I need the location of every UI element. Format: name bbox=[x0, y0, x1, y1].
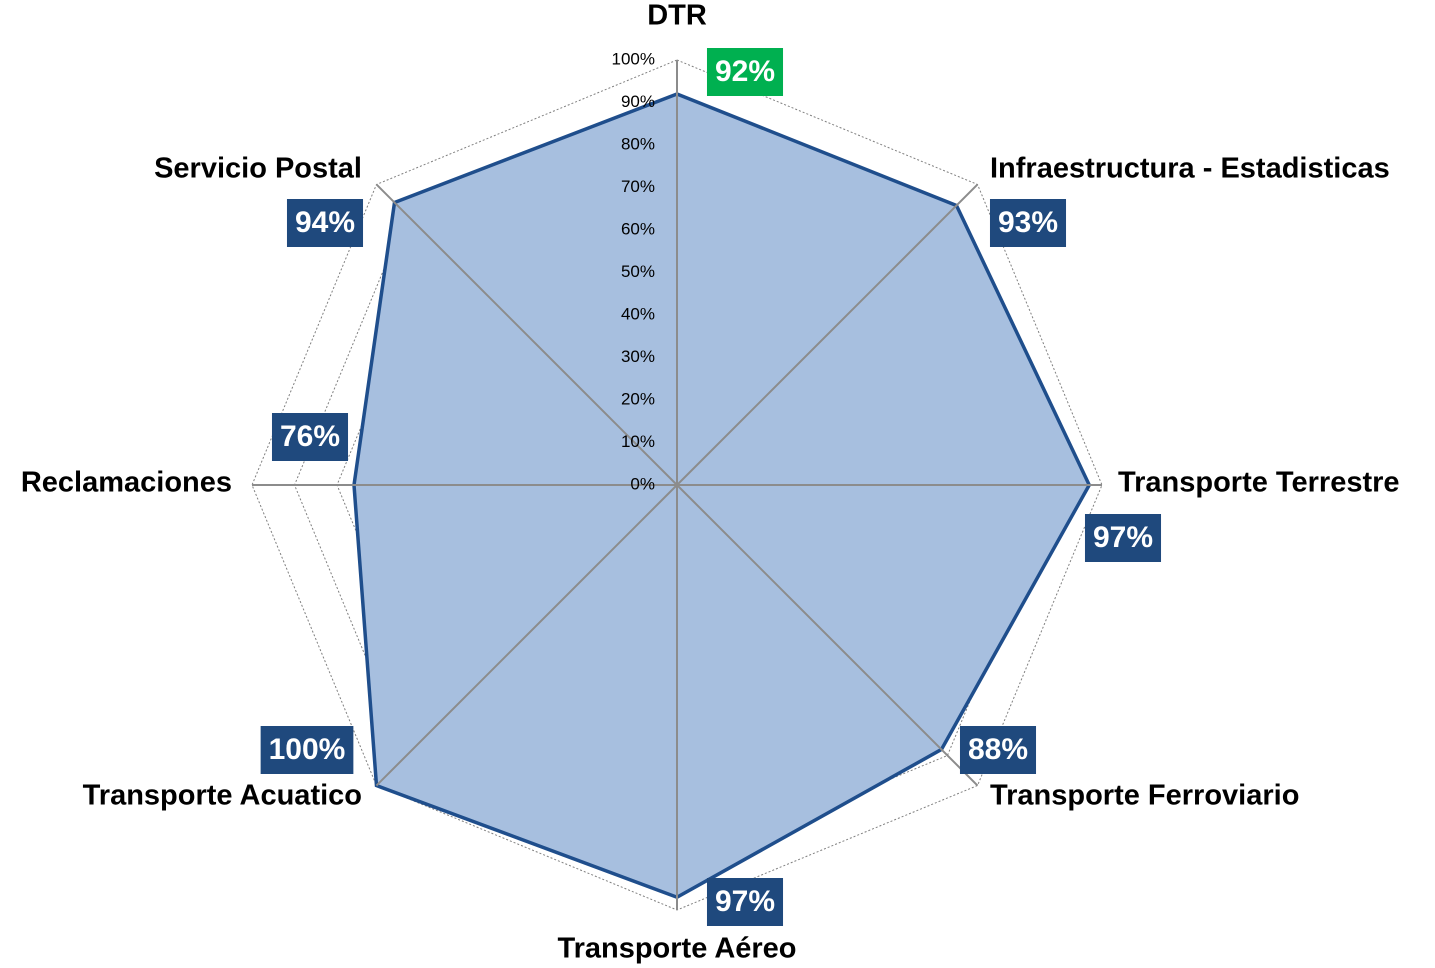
value-label-box bbox=[271, 413, 349, 461]
tick-label: 70% bbox=[621, 177, 655, 196]
value-label: 76% bbox=[280, 420, 340, 453]
value-label-box bbox=[1084, 514, 1162, 562]
category-label: Transporte Terrestre bbox=[1118, 467, 1400, 499]
value-label: 97% bbox=[1093, 521, 1153, 554]
tick-label: 100% bbox=[612, 49, 655, 68]
value-label: 88% bbox=[968, 733, 1028, 766]
tick-label: 80% bbox=[621, 134, 655, 153]
tick-label: 60% bbox=[621, 219, 655, 238]
value-label-box bbox=[260, 726, 354, 774]
category-label: Servicio Postal bbox=[154, 153, 362, 185]
tick-label: 90% bbox=[621, 92, 655, 111]
value-label-box bbox=[959, 726, 1037, 774]
value-label-box bbox=[706, 878, 784, 926]
value-label-box bbox=[706, 48, 784, 96]
value-label-box bbox=[989, 199, 1067, 247]
value-label: 97% bbox=[715, 885, 775, 918]
category-label: Reclamaciones bbox=[21, 467, 232, 499]
value-label: 100% bbox=[269, 733, 346, 766]
tick-label: 20% bbox=[621, 389, 655, 408]
axis-spoke bbox=[375, 484, 678, 787]
value-label: 94% bbox=[295, 206, 355, 239]
category-label: Transporte Aéreo bbox=[557, 933, 796, 965]
tick-label: 10% bbox=[621, 432, 655, 451]
tick-label: 0% bbox=[630, 474, 655, 493]
category-label: DTR bbox=[647, 0, 707, 32]
value-label: 93% bbox=[998, 206, 1058, 239]
tick-label: 50% bbox=[621, 262, 655, 281]
tick-label: 30% bbox=[621, 347, 655, 366]
radar-area bbox=[352, 92, 1092, 900]
value-label-box bbox=[286, 199, 364, 247]
axis-spoke bbox=[375, 183, 678, 486]
category-label: Infraestructura - Estadisticas bbox=[990, 153, 1390, 185]
axis-spoke bbox=[676, 183, 979, 486]
value-label: 92% bbox=[715, 55, 775, 88]
category-label: Transporte Ferroviario bbox=[990, 780, 1299, 812]
axis-spoke bbox=[676, 484, 979, 787]
tick-label: 40% bbox=[621, 304, 655, 323]
category-label: Transporte Acuatico bbox=[83, 780, 362, 812]
